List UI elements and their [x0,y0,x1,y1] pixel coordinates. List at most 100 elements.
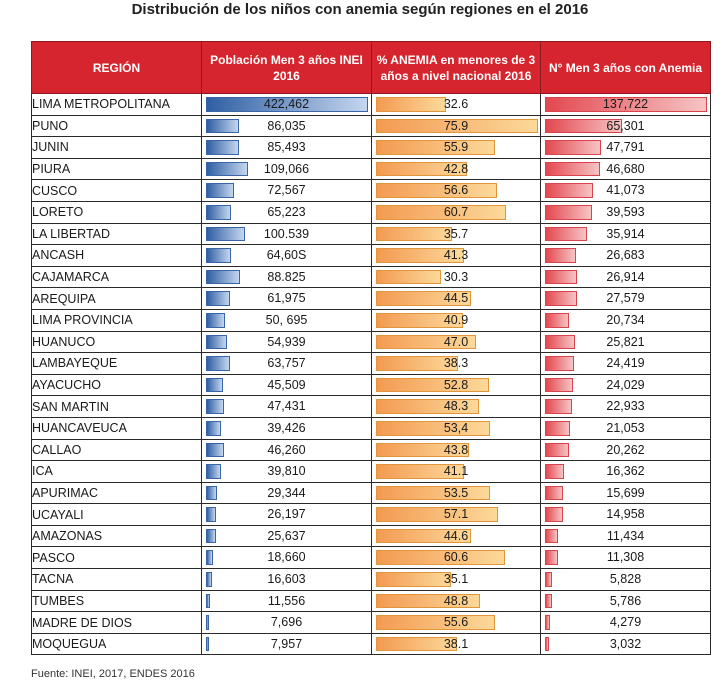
anemia-percent-bar [376,226,453,242]
population-value-cell: 86,035 [201,114,372,138]
region-name: CUSCO [31,179,202,202]
population-value-cell: 72,567 [201,179,372,202]
region-name: SAN MARTIN [31,395,202,418]
table-row: PASCO 18,660 60.6 11,308 [31,546,711,570]
population-bar [206,572,213,587]
anemia-count-value-cell: 16,362 [540,460,711,483]
population-value-cell: 46,260 [201,438,372,462]
anemia-percent-value: 55.9 [443,140,469,155]
table-row: UCAYALI 26,197 57.1 14,958 [31,503,711,526]
population-value: 63,757 [267,356,306,371]
anemia-percent-bar [376,593,481,609]
anemia-percent-bar [376,636,458,652]
population-value-cell: 45,509 [201,373,372,397]
anemia-count-value-cell: 137,722 [540,93,711,116]
table-row: JUNIN 85,493 55.9 47,791 [31,136,711,159]
anemia-count-value: 35,914 [606,226,645,241]
anemia-percent-value: 44.5 [443,291,469,306]
population-value-cell: 109,066 [201,157,372,181]
population-value: 72,567 [267,183,306,198]
anemia-percent-value-cell: 41.3 [371,244,541,267]
anemia-count-bar [545,507,563,522]
population-value: 11,556 [267,593,306,608]
region-name: LA LIBERTAD [31,222,202,246]
anemia-count-value: 11,308 [606,550,645,565]
anemia-percent-bar [376,572,451,587]
anemia-count-bar [545,399,572,414]
anemia-count-value: 22,933 [606,399,645,414]
anemia-count-value-cell: 26,683 [540,244,711,267]
population-value-cell: 63,757 [201,352,372,375]
anemia-count-bar [545,161,600,177]
anemia-percent-bar [376,615,495,630]
anemia-count-bar [545,464,565,479]
table-row: AREQUIPA 61,975 44.5 27,579 [31,287,711,310]
anemia-percent-bar [376,183,497,198]
chart-title: Distribución de los niños con anemia seg… [131,1,589,18]
population-value-cell: 11,556 [201,589,372,613]
population-value-cell: 47,431 [201,395,372,418]
anemia-percent-value: 55.6 [443,615,469,630]
anemia-count-value: 39,593 [606,204,645,219]
anemia-count-value-cell: 25,821 [540,330,711,354]
header-row: REGIÓN Población Men 3 años INEI 2016 % … [31,41,711,94]
population-value-cell: 25,637 [201,524,372,548]
table-row: CUSCO 72,567 56.6 41,073 [31,179,711,202]
anemia-percent-value-cell: 55.6 [371,611,541,634]
table-row: MOQUEGUA 7,957 38.1 3,032 [31,632,711,656]
population-value: 50, 695 [265,312,308,327]
col-header-population: Población Men 3 años INEI 2016 [201,41,372,94]
anemia-count-value-cell: 24,419 [540,352,711,375]
region-name: AREQUIPA [31,287,202,310]
source-note: Fuente: INEI, 2017, ENDES 2016 [31,668,195,680]
table-row: LIMA METROPOLITANA 422,462 32.6 137,722 [31,93,711,116]
anemia-percent-bar [376,550,506,566]
population-bar [206,528,216,544]
anemia-count-value: 5,828 [609,572,642,587]
anemia-percent-value-cell: 56.6 [371,179,541,202]
region-name: LAMBAYEQUE [31,352,202,375]
population-bar [206,356,231,371]
anemia-percent-value: 48.3 [443,399,469,414]
anemia-count-value-cell: 47,791 [540,136,711,159]
anemia-count-value: 24,419 [606,356,645,371]
anemia-percent-bar [376,507,498,522]
population-value: 61,975 [267,291,306,306]
region-name: UCAYALI [31,503,202,526]
anemia-count-value: 24,029 [606,377,645,392]
anemia-count-value-cell: 27,579 [540,287,711,310]
anemia-count-bar [545,593,552,609]
anemia-percent-value: 53.5 [443,485,469,500]
anemia-count-value-cell: 5,786 [540,589,711,613]
anemia-percent-value: 38.1 [443,636,469,651]
anemia-percent-value-cell: 42.8 [371,157,541,181]
anemia-percent-bar [376,269,441,285]
table-row: HUANCAVEUCA 39,426 53,4 21,053 [31,416,711,440]
population-value-cell: 26,197 [201,503,372,526]
population-value-cell: 65,223 [201,200,372,224]
population-bar [206,464,222,479]
anemia-count-value: 5,786 [609,593,642,608]
anemia-count-bar [545,183,594,198]
population-value-cell: 50, 695 [201,308,372,332]
anemia-percent-bar [376,442,470,458]
anemia-count-value: 16,362 [606,464,645,479]
anemia-count-value: 47,791 [606,140,645,155]
anemia-count-value: 11,434 [606,528,645,543]
anemia-percent-value-cell: 41.1 [371,460,541,483]
anemia-percent-bar [376,377,489,393]
anemia-percent-bar [376,204,506,220]
region-name: LIMA METROPOLITANA [31,93,202,116]
table-row: LAMBAYEQUE 63,757 38.3 24,419 [31,352,711,375]
population-value-cell: 39,810 [201,460,372,483]
population-bar [206,507,217,522]
anemia-percent-value: 40.9 [443,312,469,327]
anemia-count-bar [545,485,564,501]
population-bar [206,183,234,198]
anemia-percent-value-cell: 38.1 [371,632,541,656]
anemia-percent-value-cell: 44.6 [371,524,541,548]
population-value-cell: 88.825 [201,265,372,289]
region-name: PIURA [31,157,202,181]
anemia-count-bar [545,550,559,566]
anemia-percent-value-cell: 43.8 [371,438,541,462]
